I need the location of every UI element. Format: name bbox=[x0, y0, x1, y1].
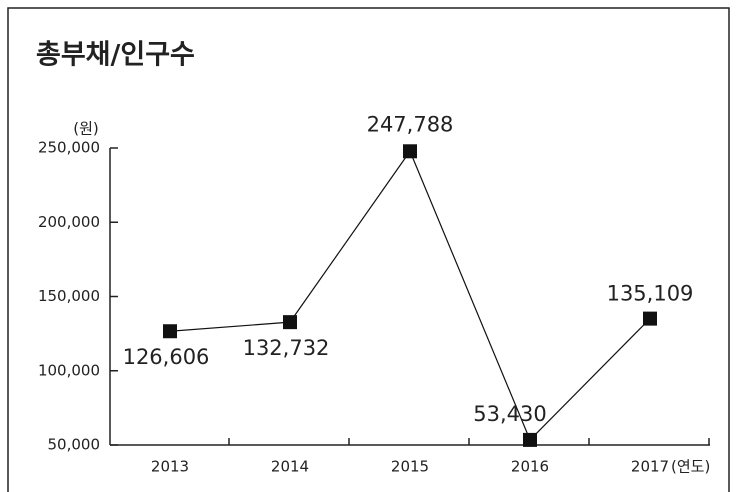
y-axis-label: (원) bbox=[73, 120, 99, 138]
value-label: 135,109 bbox=[607, 282, 694, 306]
marker bbox=[523, 432, 537, 447]
y-tick-label: 150,000 bbox=[38, 287, 100, 305]
marker bbox=[283, 315, 297, 330]
y-tick-label: 250,000 bbox=[38, 139, 100, 157]
marker bbox=[643, 311, 657, 326]
y-tick-label: 100,000 bbox=[38, 361, 100, 379]
value-label: 53,430 bbox=[473, 402, 546, 426]
x-tick-label: 2014 bbox=[271, 458, 309, 476]
marker bbox=[403, 144, 417, 159]
x-tick-label: 2017 bbox=[631, 458, 669, 476]
x-tick-label: 2015 bbox=[391, 458, 429, 476]
x-axis-label: (연도) bbox=[671, 458, 710, 476]
y-tick-label: 50,000 bbox=[48, 436, 101, 454]
frame bbox=[7, 7, 730, 492]
x-tick-label: 2016 bbox=[511, 458, 549, 476]
y-tick-label: 200,000 bbox=[38, 213, 100, 231]
value-label: 132,732 bbox=[243, 336, 330, 360]
value-label: 126,606 bbox=[123, 345, 210, 369]
chart-title: 총부채/인구수 bbox=[36, 40, 195, 71]
line bbox=[169, 150, 651, 441]
value-label: 247,788 bbox=[367, 112, 454, 136]
marker bbox=[163, 324, 177, 339]
x-tick-label: 2013 bbox=[151, 458, 189, 476]
